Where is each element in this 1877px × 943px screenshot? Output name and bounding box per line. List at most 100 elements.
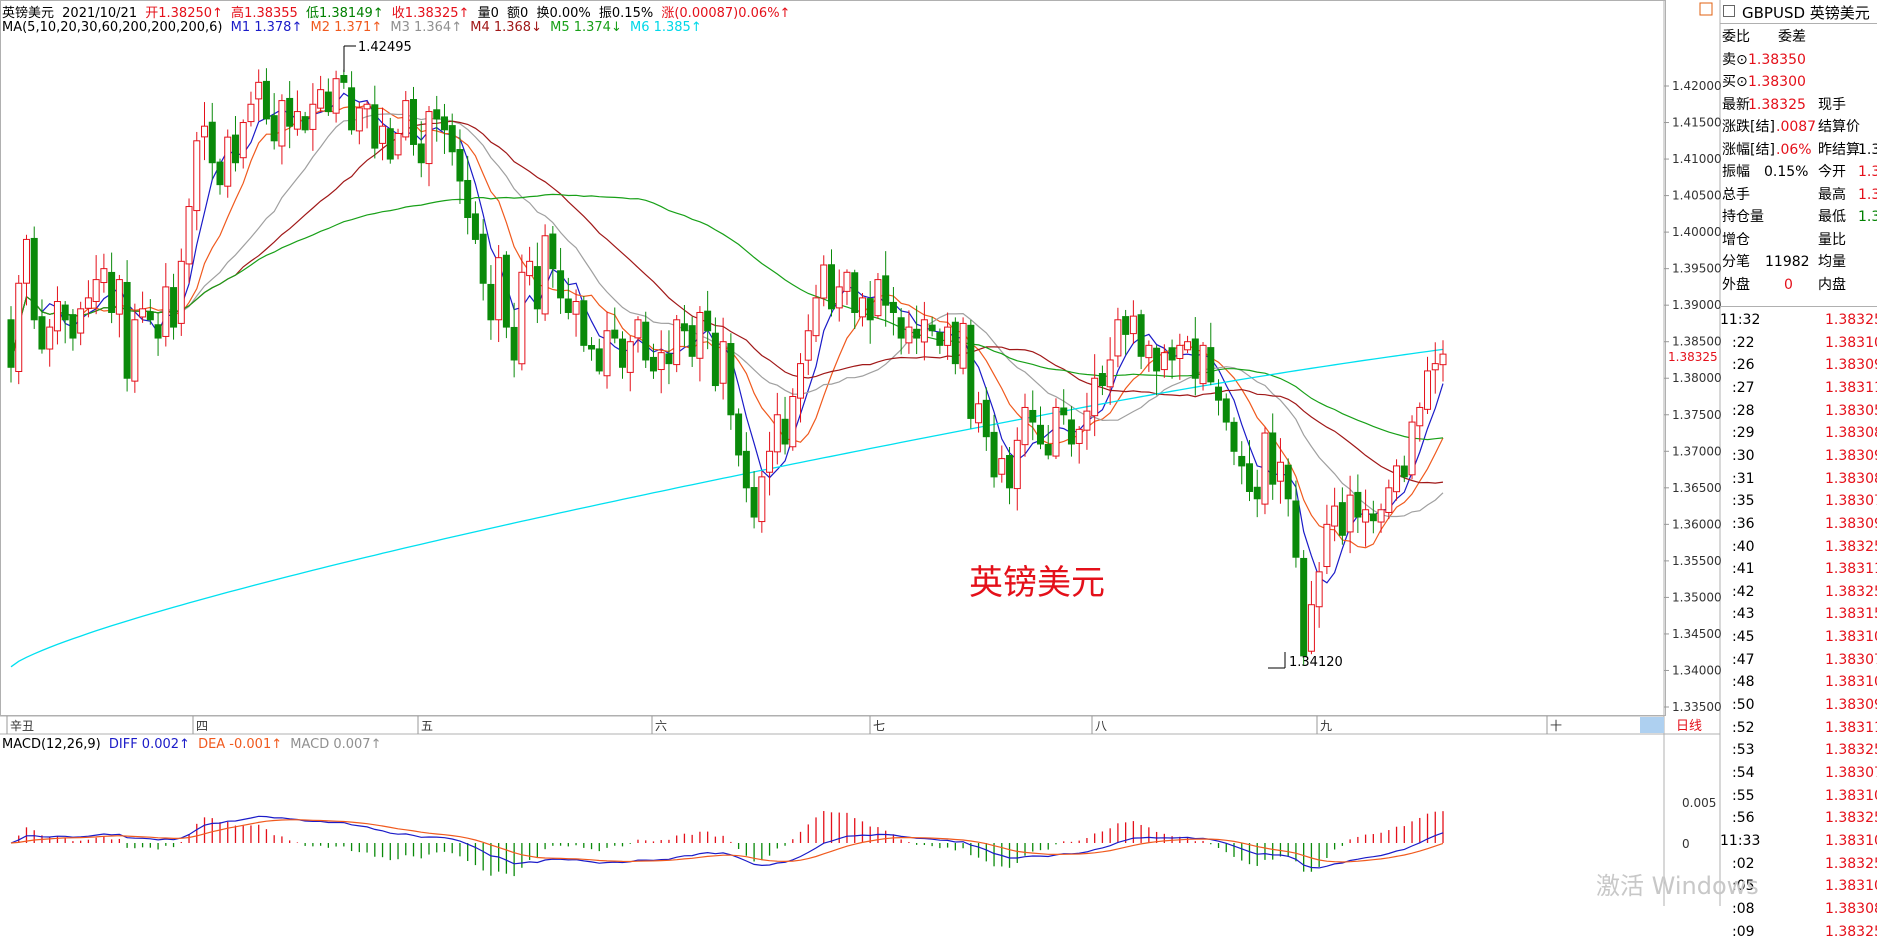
candle-body <box>30 237 38 321</box>
scroll-thumb[interactable] <box>1640 717 1664 733</box>
quote-row-value: 1.38325 <box>1748 96 1806 113</box>
candle-body <box>456 149 464 182</box>
candle-body <box>851 272 859 313</box>
ma-m2: M2 1.371↑ <box>310 20 383 35</box>
candle-body <box>758 476 766 523</box>
tick-row: :31 1.38308 <box>1720 468 1877 490</box>
candle-body <box>951 321 959 365</box>
candle-body <box>1122 316 1130 335</box>
quote-row-value: 0.15% <box>1764 164 1809 180</box>
candle-body <box>170 287 178 328</box>
candle-body <box>696 311 704 359</box>
candle-body <box>897 317 905 339</box>
ma-m5: M5 1.374↓ <box>550 20 622 35</box>
candle-body <box>812 297 820 337</box>
quote-row-label: 分笔 <box>1722 254 1750 270</box>
quote-row-label-right: 最低 <box>1818 209 1846 225</box>
symbol-name: 英镑美元 <box>2 6 55 21</box>
candle-body <box>1160 352 1168 371</box>
candle-body <box>15 282 23 372</box>
change-value: 涨(0.00087)0.06%↑ <box>661 6 791 21</box>
price-axis-label: 1.38500 <box>1672 335 1722 349</box>
date-axis-label: 五 <box>421 719 433 733</box>
tick-price: 1.38325 <box>1825 312 1877 328</box>
quote-row: 涨幅[结] .06% 昨结算 1.3 <box>1720 139 1877 161</box>
candle-body <box>7 319 15 368</box>
quote-row-value: .06% <box>1776 141 1812 158</box>
candle-body <box>270 115 278 142</box>
tick-time: :55 <box>1732 787 1755 804</box>
tick-price: 1.38325 <box>1825 855 1877 872</box>
tick-price: 1.38310 <box>1825 878 1877 895</box>
tick-time: :08 <box>1732 900 1755 917</box>
candle-body <box>417 143 425 164</box>
quote-row-label: 涨跌[结] <box>1722 119 1775 135</box>
candle-body <box>1191 338 1199 379</box>
macd-panel: 0.005 0 <box>10 796 1716 877</box>
price-axis-label: 1.40000 <box>1672 225 1722 239</box>
tick-row: :26 1.38309 <box>1720 354 1877 376</box>
candles <box>7 68 1447 666</box>
candle-body <box>84 297 92 309</box>
tick-row: :56 1.38325 <box>1720 807 1877 829</box>
candle-body <box>185 206 193 265</box>
close-label: 收 <box>391 6 405 21</box>
candle-body <box>1331 505 1339 527</box>
candle-body <box>541 235 549 315</box>
period-button[interactable]: 日线 <box>1676 719 1702 734</box>
candle-body <box>1369 513 1377 522</box>
ma-m4: M4 1.368↓ <box>470 20 542 35</box>
corner-toggle-icon[interactable] <box>1699 2 1713 16</box>
quote-row-label-right: 均量 <box>1818 254 1846 270</box>
candle-body <box>1245 463 1253 492</box>
candle-body <box>1292 500 1300 558</box>
candle-body <box>123 281 131 379</box>
quote-row-label-right: 内盘 <box>1818 276 1846 293</box>
price-axis-label: 1.41500 <box>1672 116 1722 130</box>
candle-body <box>797 363 805 399</box>
tick-time: :30 <box>1732 447 1755 464</box>
candle-body <box>649 356 657 372</box>
tick-row: :53 1.38325 <box>1720 739 1877 761</box>
tick-time: :31 <box>1732 470 1755 487</box>
candle-body <box>843 271 851 292</box>
kline-chart[interactable]: 1.42000 1.41500 1.41000 1.40500 1.40000 1.395… <box>0 0 1877 906</box>
tick-price: 1.38309 <box>1825 447 1877 464</box>
candle-body <box>959 322 967 369</box>
quote-row-value: 1.38350 <box>1748 51 1806 68</box>
tick-row: :22 1.38310 <box>1720 332 1877 354</box>
tick-time: :02 <box>1732 855 1755 872</box>
panel-close-icon[interactable] <box>1723 5 1735 17</box>
candle-body <box>1067 419 1075 445</box>
candle-body <box>100 268 108 284</box>
candle-body <box>22 238 30 284</box>
tick-row: :41 1.38311 <box>1720 558 1877 580</box>
tick-row: :05 1.38310 <box>1720 875 1877 897</box>
ma-line <box>10 120 1444 484</box>
amount-value: 额0 <box>507 6 529 21</box>
quote-row: 增仓 量比 <box>1720 229 1877 251</box>
candle-body <box>340 75 348 83</box>
tick-price: 1.38310 <box>1825 629 1877 646</box>
tick-time: :53 <box>1732 742 1755 759</box>
high-value: 1.38355 <box>244 6 298 21</box>
ma-legend-label: MA(5,10,20,30,60,200,200,200,6) <box>2 20 223 35</box>
ma-legend: MA(5,10,20,30,60,200,200,200,6) M1 1.378… <box>2 20 706 35</box>
candle-body <box>564 298 572 313</box>
candle-body <box>1075 428 1083 444</box>
quote-row-value-right: 1.3 <box>1858 164 1877 180</box>
tick-price: 1.38310 <box>1825 787 1877 804</box>
candle-body <box>146 311 154 321</box>
candle-body <box>642 321 650 361</box>
price-axis-label: 1.42000 <box>1672 79 1722 93</box>
candle-body <box>557 270 565 299</box>
tick-time: :41 <box>1732 561 1755 578</box>
candle-body <box>1222 398 1230 423</box>
date-axis: 辛丑 四 五 六 七 八 九 十 <box>6 716 1562 734</box>
candle-body <box>1036 424 1044 445</box>
quote-row-label-right: 最高 <box>1818 186 1846 203</box>
candle-body <box>533 266 541 310</box>
tick-price: 1.38307 <box>1825 493 1877 510</box>
candle-body <box>1176 344 1184 360</box>
chart-title: 英镑美元 <box>969 563 1105 603</box>
